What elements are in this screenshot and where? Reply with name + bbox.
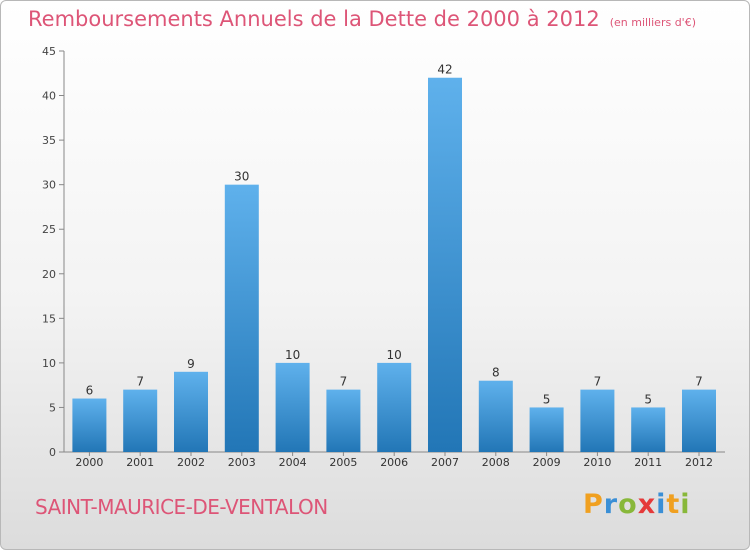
y-tick-label: 40	[42, 90, 56, 103]
value-label: 8	[492, 366, 500, 380]
x-tick-label: 2010	[583, 456, 611, 469]
value-label: 5	[644, 392, 652, 406]
x-tick-label: 2003	[228, 456, 256, 469]
chart-title: Remboursements Annuels de la Dette de 20…	[28, 7, 696, 31]
bar	[529, 407, 564, 452]
bar	[428, 77, 462, 452]
value-label: 10	[285, 348, 300, 362]
logo-letter: i	[680, 489, 691, 520]
y-tick-label: 30	[42, 179, 56, 192]
logo-letter: r	[603, 489, 619, 520]
logo-letter: i	[656, 489, 667, 520]
value-label: 7	[340, 375, 348, 389]
x-tick-label: 2011	[634, 456, 662, 469]
logo-letter: P	[583, 489, 604, 520]
x-tick-label: 2006	[380, 456, 408, 469]
value-label: 7	[136, 375, 144, 389]
proxiti-logo[interactable]: Proxiti	[583, 489, 691, 520]
y-tick-label: 25	[42, 223, 56, 236]
x-tick-label: 2005	[329, 456, 357, 469]
x-tick-label: 2009	[533, 456, 561, 469]
bar	[478, 380, 513, 452]
value-label: 42	[437, 63, 452, 77]
value-label: 7	[695, 375, 703, 389]
x-ticks: 2000 2001 2002 2003 2004 2005 2006 2007 2008 2009…	[75, 452, 713, 469]
bar	[72, 398, 107, 452]
bar	[224, 184, 259, 452]
chart-subtitle: (en milliers d'€)	[609, 16, 696, 29]
y-tick-label: 35	[42, 134, 56, 147]
bar	[326, 389, 361, 452]
logo-letter: x	[637, 489, 657, 520]
value-label: 9	[187, 357, 195, 371]
x-tick-label: 2004	[279, 456, 307, 469]
x-tick-label: 2007	[431, 456, 459, 469]
x-tick-label: 2008	[482, 456, 510, 469]
y-tick-label: 15	[42, 312, 56, 325]
value-label: 6	[86, 384, 94, 398]
logo-letter: t	[666, 489, 681, 520]
bar	[631, 407, 666, 452]
bar	[275, 362, 310, 452]
bar	[580, 389, 615, 452]
value-label: 30	[234, 170, 249, 184]
title-text: Remboursements Annuels de la Dette de 20…	[28, 7, 600, 31]
y-tick-label: 5	[49, 401, 56, 414]
x-tick-label: 2000	[75, 456, 103, 469]
value-label: 10	[387, 348, 402, 362]
value-label: 5	[543, 392, 551, 406]
logo-letter: o	[618, 489, 638, 520]
bar	[682, 389, 716, 452]
y-tick-label: 20	[42, 268, 56, 281]
bar	[377, 362, 412, 452]
y-tick-label: 10	[42, 357, 56, 370]
location-name: SAINT-MAURICE-DE-VENTALON	[35, 495, 328, 519]
value-label: 7	[594, 375, 602, 389]
y-ticks: 0 5 10 15 20 25 30 35 40 45	[42, 45, 64, 459]
y-tick-label: 45	[42, 45, 56, 58]
value-labels: 6 7 9 30 10 7 10 42 8 5 7 5 7	[86, 63, 703, 407]
x-tick-label: 2012	[685, 456, 713, 469]
bar	[123, 389, 158, 452]
bars	[72, 77, 716, 452]
y-tick-label: 0	[49, 446, 56, 459]
bar	[174, 371, 208, 452]
x-tick-label: 2001	[126, 456, 154, 469]
x-tick-label: 2002	[177, 456, 205, 469]
